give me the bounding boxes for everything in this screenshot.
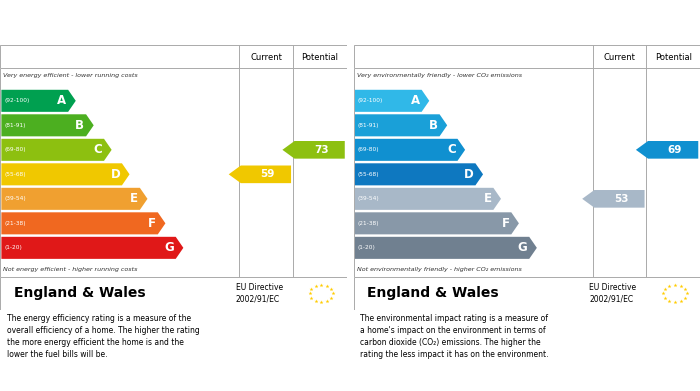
Text: The energy efficiency rating is a measure of the
overall efficiency of a home. T: The energy efficiency rating is a measur… <box>7 314 199 359</box>
Text: (21-38): (21-38) <box>4 221 26 226</box>
Polygon shape <box>229 165 291 183</box>
Polygon shape <box>355 237 537 259</box>
Polygon shape <box>355 212 519 234</box>
Text: (69-80): (69-80) <box>358 147 379 152</box>
Polygon shape <box>582 190 645 208</box>
Text: (81-91): (81-91) <box>4 123 26 128</box>
Polygon shape <box>355 188 501 210</box>
Text: G: G <box>164 241 174 254</box>
Text: England & Wales: England & Wales <box>14 287 146 300</box>
Polygon shape <box>355 114 447 136</box>
Text: G: G <box>518 241 528 254</box>
Text: Very energy efficient - lower running costs: Very energy efficient - lower running co… <box>4 73 138 78</box>
Text: Not energy efficient - higher running costs: Not energy efficient - higher running co… <box>4 267 138 272</box>
Text: Not environmentally friendly - higher CO₂ emissions: Not environmentally friendly - higher CO… <box>357 267 522 272</box>
Text: E: E <box>484 192 491 205</box>
Text: C: C <box>94 143 102 156</box>
Text: Energy Efficiency Rating: Energy Efficiency Rating <box>10 18 173 31</box>
Polygon shape <box>355 163 483 185</box>
Polygon shape <box>1 212 165 234</box>
Polygon shape <box>1 237 183 259</box>
Polygon shape <box>1 90 76 112</box>
Text: B: B <box>429 119 438 132</box>
Text: Potential: Potential <box>301 53 338 62</box>
Text: Environmental Impact (CO₂) Rating: Environmental Impact (CO₂) Rating <box>364 18 596 31</box>
Text: (92-100): (92-100) <box>4 98 29 103</box>
Text: C: C <box>447 143 456 156</box>
Text: (39-54): (39-54) <box>4 196 26 201</box>
Text: England & Wales: England & Wales <box>368 287 499 300</box>
Text: 73: 73 <box>314 145 329 155</box>
Text: (55-68): (55-68) <box>4 172 26 177</box>
Polygon shape <box>355 139 465 161</box>
Text: EU Directive: EU Directive <box>236 283 283 292</box>
Text: (69-80): (69-80) <box>4 147 26 152</box>
Text: D: D <box>464 168 474 181</box>
Text: Current: Current <box>603 53 636 62</box>
Polygon shape <box>636 141 699 159</box>
Text: Very environmentally friendly - lower CO₂ emissions: Very environmentally friendly - lower CO… <box>357 73 522 78</box>
Text: E: E <box>130 192 138 205</box>
Text: 69: 69 <box>668 145 682 155</box>
Text: 53: 53 <box>614 194 629 204</box>
Polygon shape <box>355 90 429 112</box>
Text: F: F <box>502 217 510 230</box>
Text: (1-20): (1-20) <box>358 245 375 250</box>
Text: F: F <box>148 217 156 230</box>
Polygon shape <box>1 163 130 185</box>
Polygon shape <box>1 114 94 136</box>
Polygon shape <box>1 188 148 210</box>
Text: A: A <box>411 94 420 107</box>
Text: B: B <box>76 119 84 132</box>
Text: D: D <box>111 168 120 181</box>
Text: (21-38): (21-38) <box>358 221 379 226</box>
Text: 2002/91/EC: 2002/91/EC <box>236 295 280 304</box>
Text: Potential: Potential <box>654 53 692 62</box>
Text: A: A <box>57 94 66 107</box>
Text: 59: 59 <box>260 169 275 179</box>
Text: (39-54): (39-54) <box>358 196 379 201</box>
Text: (55-68): (55-68) <box>358 172 379 177</box>
Text: (92-100): (92-100) <box>358 98 383 103</box>
Polygon shape <box>282 141 345 159</box>
Text: 2002/91/EC: 2002/91/EC <box>589 295 634 304</box>
Text: Current: Current <box>250 53 282 62</box>
Polygon shape <box>1 139 111 161</box>
Text: The environmental impact rating is a measure of
a home's impact on the environme: The environmental impact rating is a mea… <box>360 314 549 359</box>
Text: EU Directive: EU Directive <box>589 283 636 292</box>
Text: (1-20): (1-20) <box>4 245 22 250</box>
Text: (81-91): (81-91) <box>358 123 379 128</box>
